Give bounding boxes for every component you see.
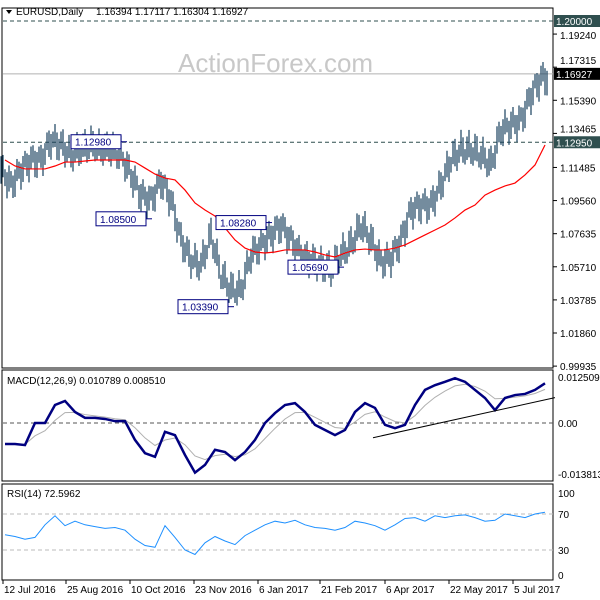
- rsi-tick-label: 30: [558, 546, 570, 557]
- macd-signal-line: [5, 383, 546, 461]
- x-tick-label: 22 May 2017: [450, 585, 508, 596]
- annotation-box: [95, 211, 147, 227]
- rsi-tick-label: 0: [558, 571, 564, 582]
- macd-trendline: [372, 397, 556, 439]
- y-tick-label: 1.07635: [560, 230, 597, 241]
- level-label: 1.20000: [556, 17, 593, 28]
- level-label-bg: [554, 15, 600, 27]
- chart-ohlc: 1.16394 1.17117 1.16304 1.16927: [96, 7, 249, 18]
- watermark: ActionForex.com: [178, 48, 373, 78]
- macd-line: [5, 376, 546, 475]
- level-label-bg: [554, 136, 600, 149]
- y-tick-label: 1.09560: [560, 197, 597, 208]
- level-label: 1.16927: [556, 70, 593, 81]
- annotation-label: 1.08280: [220, 219, 257, 230]
- y-tick-label: 0.99935: [560, 362, 597, 373]
- rsi-line: [4, 511, 546, 556]
- macd-tick-label: 0.012509: [558, 373, 600, 384]
- macd-tick-label: -0.013813: [558, 470, 600, 481]
- macd-title: MACD(12,26,9) 0.010789 0.008510: [7, 376, 166, 387]
- x-tick-label: 6 Apr 2017: [386, 585, 435, 596]
- y-tick-label: 1.15390: [560, 96, 597, 107]
- rsi-panel: [1, 483, 554, 581]
- rsi-tick-label: 100: [558, 489, 575, 500]
- dropdown-triangle-icon: [6, 10, 12, 14]
- y-tick-label: 1.01860: [560, 329, 597, 340]
- rsi-title: RSI(14) 72.5962: [7, 489, 81, 500]
- macd-tick-label: 0.00: [558, 419, 578, 430]
- annotation-box: [287, 259, 339, 275]
- y-tick-label: 1.19240: [560, 31, 597, 42]
- y-tick-label: 1.03785: [560, 296, 597, 307]
- y-tick-label: 1.13465: [560, 124, 597, 135]
- annotation-box: [70, 134, 122, 150]
- annotation-label: 1.03390: [182, 303, 219, 314]
- x-tick-label: 21 Feb 2017: [321, 585, 378, 596]
- annotation-label: 1.05690: [292, 263, 329, 274]
- annotation-label: 1.08500: [100, 215, 137, 226]
- x-tick-label: 12 Jul 2016: [4, 585, 56, 596]
- price-panel: [1, 7, 554, 369]
- rsi-tick-label: 70: [558, 510, 570, 521]
- x-tick-label: 10 Oct 2016: [131, 585, 186, 596]
- x-tick-label: 5 Jul 2017: [514, 585, 561, 596]
- x-tick-label: 23 Nov 2016: [195, 585, 252, 596]
- moving-average-line: [4, 144, 546, 258]
- y-tick-label: 1.17315: [560, 56, 597, 67]
- annotation-box: [215, 215, 267, 231]
- x-tick-label: 25 Aug 2016: [67, 585, 124, 596]
- annotation-box: [177, 299, 229, 315]
- macd-panel: [1, 369, 554, 482]
- price-bars: [0, 62, 548, 306]
- chart-symbol: EURUSD,Daily: [16, 7, 83, 18]
- level-label-bg: [554, 67, 600, 80]
- x-tick-label: 6 Jan 2017: [259, 585, 309, 596]
- y-tick-label: 1.05710: [560, 263, 597, 274]
- level-label: 1.12950: [556, 138, 593, 149]
- y-tick-label: 1.11485: [560, 163, 596, 174]
- annotation-label: 1.12980: [75, 138, 112, 149]
